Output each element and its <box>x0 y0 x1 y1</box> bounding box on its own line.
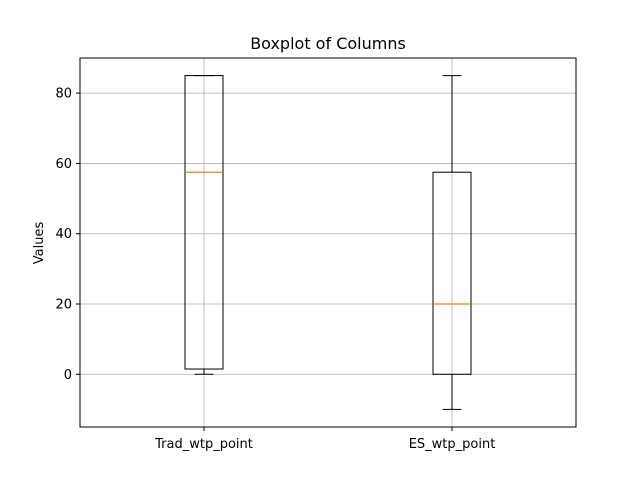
y-tick-label: 20 <box>55 298 72 313</box>
y-tick-label: 40 <box>55 227 72 242</box>
y-tick-label: 60 <box>55 157 72 172</box>
box-1 <box>184 75 224 375</box>
y-tick-label: 80 <box>55 87 72 102</box>
iqr-box <box>432 171 472 375</box>
box-2 <box>432 75 472 410</box>
x-tick-label: ES_wtp_point <box>409 437 496 452</box>
y-axis-ticks: 0 20 40 60 80 <box>55 87 80 383</box>
y-axis-label: Values <box>32 222 47 265</box>
x-axis-ticks: Trad_wtp_point ES_wtp_point <box>154 427 495 452</box>
chart-title: Boxplot of Columns <box>250 34 406 53</box>
grid-lines <box>80 58 576 427</box>
boxes <box>184 75 472 410</box>
axes-frame <box>79 57 577 428</box>
x-tick-label: Trad_wtp_point <box>154 437 253 452</box>
y-tick-label: 0 <box>64 368 72 383</box>
iqr-box <box>184 75 224 370</box>
